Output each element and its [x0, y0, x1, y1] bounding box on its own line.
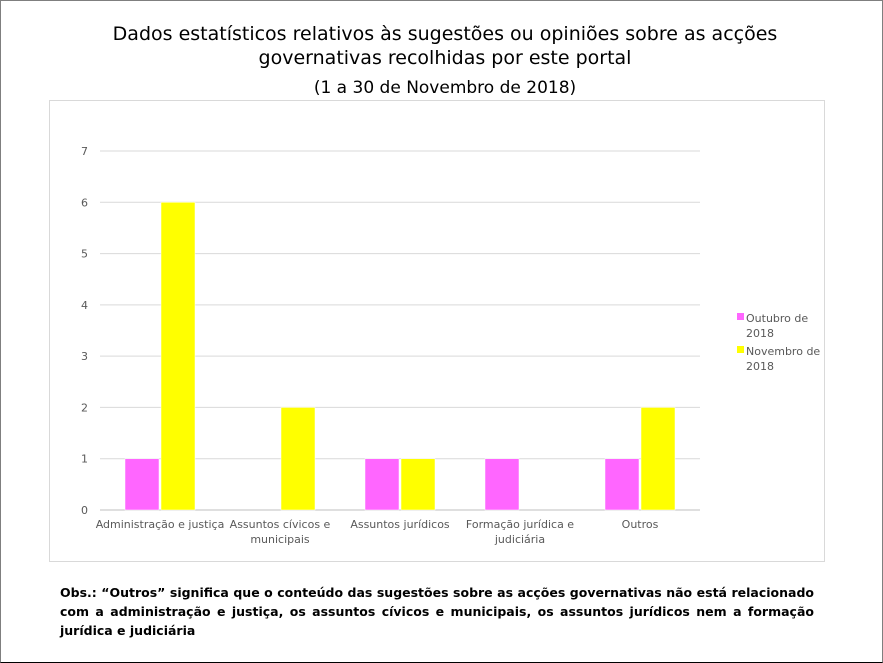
- bar-novembro: [640, 407, 676, 511]
- x-tick-label: Administração e justiça: [96, 518, 225, 531]
- legend-label: Outubro de: [746, 312, 808, 325]
- legend-label: 2018: [746, 360, 774, 373]
- y-tick-label: 6: [81, 196, 88, 209]
- bar-novembro: [280, 407, 316, 511]
- legend-label: 2018: [746, 327, 774, 340]
- y-tick-label: 7: [81, 145, 88, 158]
- legend-swatch: [737, 313, 744, 320]
- bar-outubro: [124, 458, 160, 511]
- x-tick-label: municipais: [250, 533, 310, 546]
- bar-outubro: [604, 458, 640, 511]
- x-tick-label: judiciária: [494, 533, 545, 546]
- y-tick-label: 3: [81, 350, 88, 363]
- y-tick-label: 2: [81, 401, 88, 414]
- chart-title: Dados estatísticos relativos às sugestõe…: [112, 23, 778, 69]
- chart-area: [49, 100, 825, 562]
- x-tick-label: Outros: [622, 518, 659, 531]
- chart-subtitle: (1 a 30 de Novembro de 2018): [313, 78, 577, 98]
- x-tick-label: Assuntos jurídicos: [350, 518, 450, 531]
- y-tick-label: 4: [81, 299, 88, 312]
- bar-outubro: [484, 458, 520, 511]
- y-tick-label: 0: [81, 504, 88, 517]
- y-tick-label: 1: [81, 453, 88, 466]
- x-tick-label: Formação jurídica e: [466, 518, 574, 531]
- x-tick-label: Assuntos cívicos e: [230, 518, 331, 531]
- bar-novembro: [160, 202, 196, 511]
- legend-swatch: [737, 346, 744, 353]
- bar-outubro: [364, 458, 400, 511]
- legend-label: Novembro de: [746, 345, 820, 358]
- footnote: Obs.: “Outros” significa que o conteúdo …: [60, 585, 814, 638]
- y-tick-label: 5: [81, 248, 88, 261]
- bar-novembro: [400, 458, 436, 511]
